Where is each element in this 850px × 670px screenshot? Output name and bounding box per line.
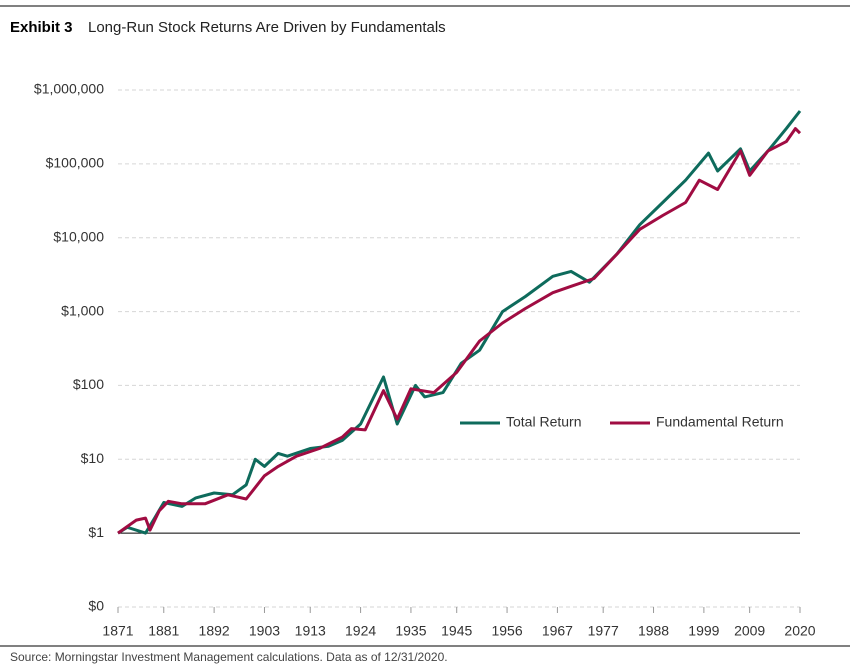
x-tick-label: 1903	[249, 623, 280, 639]
y-tick-label: $100,000	[46, 155, 105, 171]
x-tick-label: 1988	[638, 623, 669, 639]
legend-label: Total Return	[506, 414, 581, 430]
x-tick-label: 2009	[734, 623, 765, 639]
source-note: Source: Morningstar Investment Managemen…	[10, 650, 448, 664]
x-tick-label: 1977	[588, 623, 619, 639]
series-line	[117, 127, 802, 535]
x-tick-label: 1956	[491, 623, 522, 639]
y-tick-label: $10	[81, 450, 105, 466]
y-tick-label: $1,000	[61, 302, 104, 318]
x-tick-label: 1945	[441, 623, 472, 639]
x-tick-label: 1892	[199, 623, 230, 639]
y-tick-label: $10,000	[53, 228, 104, 244]
x-tick-label: 1967	[542, 623, 573, 639]
chart-title: Long-Run Stock Returns Are Driven by Fun…	[88, 19, 446, 36]
series-line	[117, 110, 802, 535]
y-tick-label: $100	[73, 376, 104, 392]
x-tick-label: 1999	[688, 623, 719, 639]
x-tick-label: 1924	[345, 623, 376, 639]
legend-label: Fundamental Return	[656, 414, 784, 430]
x-tick-label: 1913	[295, 623, 326, 639]
exhibit-label: Exhibit 3	[10, 19, 73, 36]
x-tick-label: 1881	[148, 623, 179, 639]
x-tick-label: 1871	[102, 623, 133, 639]
x-tick-label: 2020	[784, 623, 815, 639]
y-tick-label: $0	[88, 598, 104, 614]
y-tick-label: $1	[88, 524, 104, 540]
y-tick-label: $1,000,000	[34, 81, 104, 97]
x-tick-label: 1935	[395, 623, 426, 639]
